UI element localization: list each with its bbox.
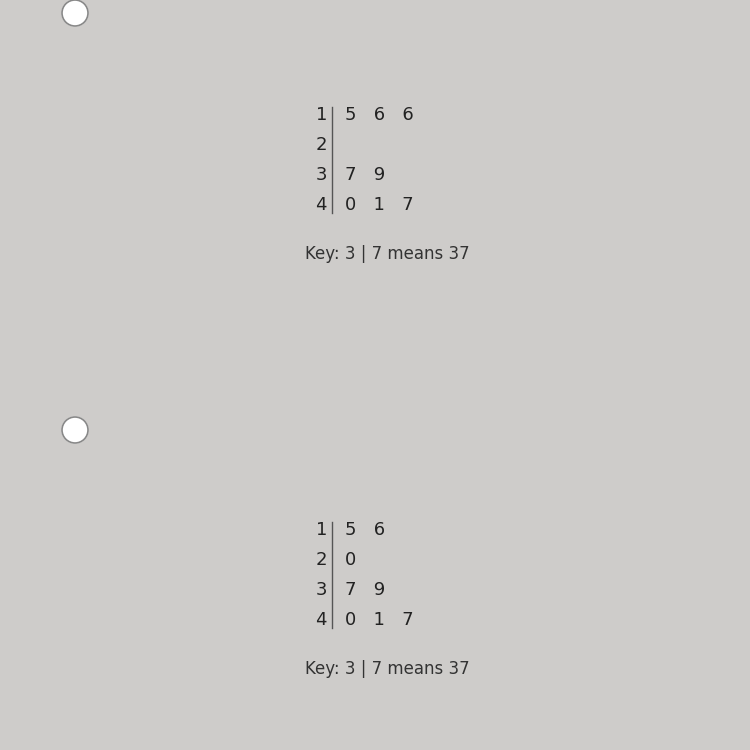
Circle shape: [62, 0, 88, 26]
Text: 2: 2: [316, 551, 327, 569]
Circle shape: [62, 417, 88, 443]
Text: Key: 3 | 7 means 37: Key: 3 | 7 means 37: [305, 660, 470, 678]
Text: 7   9: 7 9: [345, 166, 386, 184]
Text: 0: 0: [345, 551, 356, 569]
Text: 1: 1: [316, 106, 327, 124]
Text: 5   6   6: 5 6 6: [345, 106, 414, 124]
Text: 5   6: 5 6: [345, 521, 386, 539]
Text: 2: 2: [316, 136, 327, 154]
Text: 4: 4: [316, 196, 327, 214]
Text: 3: 3: [316, 581, 327, 599]
Text: 1: 1: [316, 521, 327, 539]
Text: Key: 3 | 7 means 37: Key: 3 | 7 means 37: [305, 245, 470, 263]
Text: 3: 3: [316, 166, 327, 184]
Text: 0   1   7: 0 1 7: [345, 611, 414, 629]
Text: 4: 4: [316, 611, 327, 629]
Text: 0   1   7: 0 1 7: [345, 196, 414, 214]
Text: 7   9: 7 9: [345, 581, 386, 599]
